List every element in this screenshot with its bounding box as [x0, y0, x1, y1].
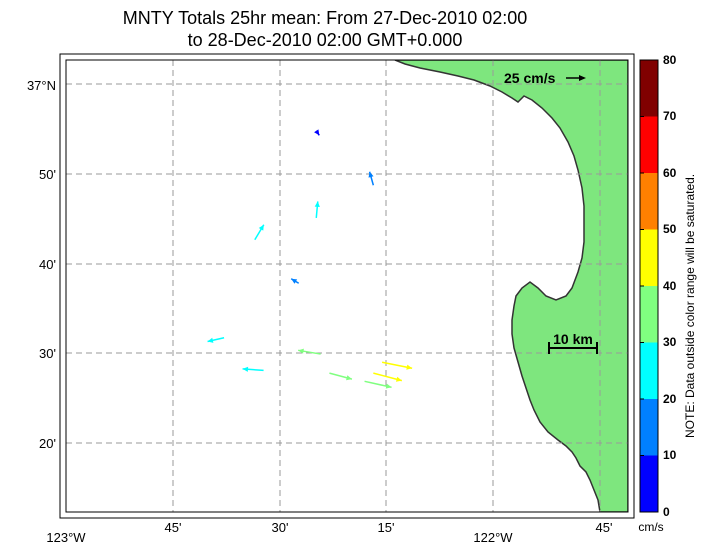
- current-vector: [298, 348, 321, 355]
- x-tick-label: 45': [165, 520, 182, 535]
- colorbar-band: [640, 342, 658, 399]
- chart-title-line-2: to 28-Dec-2010 02:00 GMT+0.000: [187, 30, 463, 50]
- colorbar-tick-label: 40: [663, 279, 677, 293]
- coastline-land: [394, 60, 628, 512]
- colorbar-band: [640, 229, 658, 286]
- x-tick-label: 122°W: [473, 530, 513, 545]
- x-tick-labels: 123°W 45' 30' 15' 122°W 45': [46, 520, 612, 545]
- colorbar-band: [640, 455, 658, 512]
- colorbar-unit-label: cm/s: [638, 520, 663, 534]
- y-tick-labels: 37°N 50' 40' 30' 20': [27, 78, 56, 451]
- colorbar-tick-label: 70: [663, 109, 677, 123]
- y-tick-label: 50': [39, 167, 56, 182]
- scale-vector-legend: 25 cm/s: [504, 70, 586, 86]
- current-vector: [329, 372, 353, 381]
- colorbar-tick-label: 50: [663, 222, 677, 236]
- current-vector: [314, 129, 320, 136]
- grid: [66, 60, 628, 512]
- current-vector: [254, 224, 265, 241]
- current-vector: [314, 201, 320, 218]
- colorbar-band: [640, 173, 658, 230]
- current-vector: [368, 171, 375, 186]
- colorbar-band: [640, 286, 658, 343]
- chart-title-line-1: MNTY Totals 25hr mean: From 27-Dec-2010 …: [122, 8, 528, 28]
- colorbar-tick-label: 10: [663, 448, 677, 462]
- map-frame: [65, 59, 629, 513]
- current-vectors: [207, 129, 413, 389]
- colorbar-note: NOTE: Data outside color range will be s…: [683, 174, 697, 438]
- distance-scale-label: 10 km: [553, 331, 593, 347]
- colorbar-band: [640, 60, 658, 117]
- colorbar-band: [640, 399, 658, 456]
- colorbar-tick-label: 30: [663, 335, 677, 349]
- x-tick-label: 45': [596, 520, 613, 535]
- colorbar-tick-label: 0: [663, 505, 670, 519]
- x-tick-label: 15': [378, 520, 395, 535]
- map-area: [66, 60, 628, 512]
- current-vector: [290, 278, 300, 284]
- current-vector: [381, 361, 413, 370]
- map-outer-frame: [59, 53, 635, 519]
- distance-scale: 10 km: [548, 331, 598, 354]
- y-tick-label: 40': [39, 257, 56, 272]
- colorbar: [639, 59, 659, 513]
- colorbar-band: [640, 116, 658, 173]
- y-tick-label: 30': [39, 346, 56, 361]
- x-tick-label: 30': [272, 520, 289, 535]
- y-tick-label: 20': [39, 436, 56, 451]
- colorbar-tick-labels: 80 70 60 50 40 30 20 10 0: [663, 53, 677, 519]
- y-tick-label: 37°N: [27, 78, 56, 93]
- colorbar-tick-label: 60: [663, 166, 677, 180]
- current-vector: [364, 380, 392, 389]
- colorbar-tick-label: 80: [663, 53, 677, 67]
- current-vector: [242, 366, 264, 372]
- colorbar-tick-label: 20: [663, 392, 677, 406]
- scale-vector-label: 25 cm/s: [504, 70, 556, 86]
- x-tick-label: 123°W: [46, 530, 86, 545]
- current-vector: [373, 372, 403, 382]
- current-vector: [207, 337, 225, 343]
